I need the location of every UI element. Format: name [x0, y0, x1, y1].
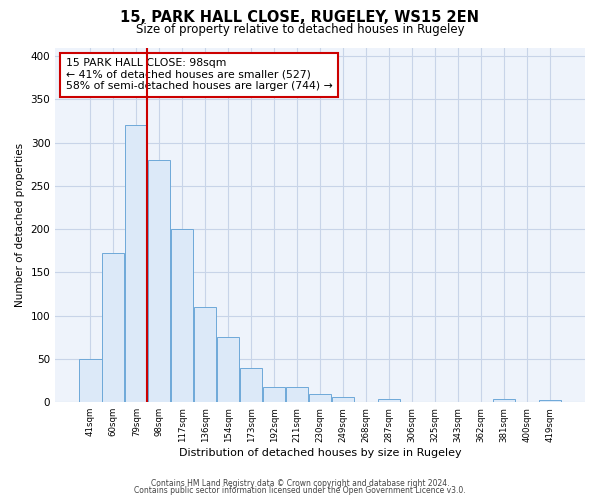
Bar — [102, 254, 124, 402]
Text: Contains public sector information licensed under the Open Government Licence v3: Contains public sector information licen… — [134, 486, 466, 495]
Bar — [378, 398, 400, 402]
Bar — [493, 398, 515, 402]
Bar — [263, 386, 285, 402]
Bar — [286, 386, 308, 402]
Bar — [309, 394, 331, 402]
Bar — [332, 397, 354, 402]
Bar — [125, 126, 148, 402]
Bar — [194, 307, 217, 402]
Text: Size of property relative to detached houses in Rugeley: Size of property relative to detached ho… — [136, 22, 464, 36]
Bar — [539, 400, 561, 402]
Bar — [240, 368, 262, 402]
Bar — [148, 160, 170, 402]
Y-axis label: Number of detached properties: Number of detached properties — [15, 143, 25, 307]
Bar — [217, 338, 239, 402]
Text: 15 PARK HALL CLOSE: 98sqm
← 41% of detached houses are smaller (527)
58% of semi: 15 PARK HALL CLOSE: 98sqm ← 41% of detac… — [66, 58, 332, 92]
Bar — [171, 229, 193, 402]
X-axis label: Distribution of detached houses by size in Rugeley: Distribution of detached houses by size … — [179, 448, 461, 458]
Text: 15, PARK HALL CLOSE, RUGELEY, WS15 2EN: 15, PARK HALL CLOSE, RUGELEY, WS15 2EN — [121, 10, 479, 25]
Text: Contains HM Land Registry data © Crown copyright and database right 2024.: Contains HM Land Registry data © Crown c… — [151, 478, 449, 488]
Bar — [79, 359, 101, 402]
